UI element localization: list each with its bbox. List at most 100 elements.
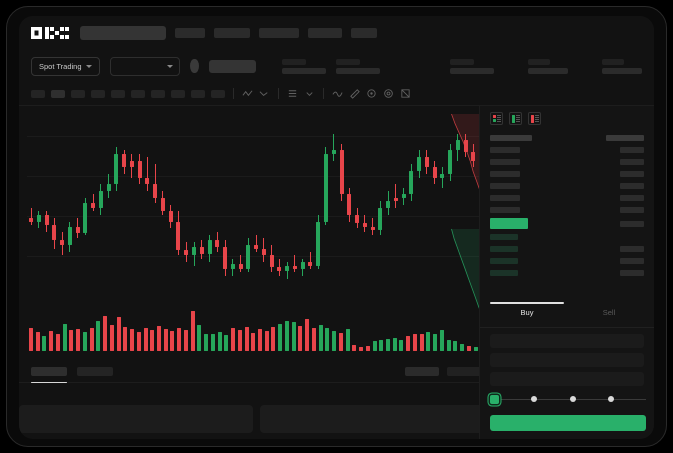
orderbook-ask-row[interactable]: [490, 168, 644, 180]
trading-mode-selector[interactable]: Spot Trading: [31, 56, 100, 76]
okx-logo-icon: [31, 27, 69, 39]
slider-step[interactable]: [607, 396, 614, 402]
nav-item[interactable]: [351, 28, 377, 38]
slider-step[interactable]: [531, 396, 538, 402]
nav-item[interactable]: [175, 28, 205, 38]
amount-slider[interactable]: [490, 393, 646, 405]
volume-bar: [365, 345, 370, 351]
nav-item[interactable]: [308, 28, 342, 38]
volume-bar: [392, 337, 397, 351]
chevron-down-icon[interactable]: [304, 88, 315, 99]
shapes-icon[interactable]: [332, 88, 343, 99]
volume-bar: [89, 328, 94, 351]
orderbook-bid-row[interactable]: [490, 243, 644, 255]
volume-bar: [116, 317, 121, 351]
volume-bar: [271, 326, 276, 351]
footer-panel[interactable]: [259, 405, 493, 433]
tab-buy[interactable]: Buy: [520, 308, 534, 317]
top-navigation-bar: [19, 16, 654, 50]
global-search-input[interactable]: [80, 26, 166, 40]
timeframe-button[interactable]: [151, 89, 165, 98]
chevron-down-icon: [85, 64, 92, 68]
orders-tab-bar: [19, 361, 493, 383]
toolbar-divider: [278, 88, 279, 99]
nav-item[interactable]: [259, 28, 299, 38]
volume-bar: [163, 329, 168, 351]
footer-panel[interactable]: [19, 405, 253, 433]
volume-bar: [433, 333, 438, 351]
timeframe-button[interactable]: [111, 89, 125, 98]
volume-bar: [183, 330, 188, 351]
volume-bar: [352, 344, 357, 351]
volume-bar: [379, 339, 384, 351]
order-field[interactable]: [490, 334, 644, 348]
chart-toolbar: [19, 82, 654, 106]
volume-bar: [217, 331, 222, 351]
volume-bar: [55, 334, 60, 351]
volume-bar: [291, 322, 296, 351]
ruler-icon[interactable]: [349, 88, 360, 99]
timeframe-button[interactable]: [131, 89, 145, 98]
wave-icon[interactable]: [259, 88, 270, 99]
orderbook-spread-row[interactable]: [490, 216, 644, 231]
timeframe-button[interactable]: [91, 89, 105, 98]
trendline-icon[interactable]: [242, 88, 253, 99]
timeframe-button[interactable]: [211, 89, 225, 98]
timeframe-button[interactable]: [171, 89, 185, 98]
active-tab-indicator: [490, 302, 564, 304]
orderbook-view-modes: [480, 106, 654, 130]
tab-order-history[interactable]: [77, 367, 113, 376]
volume-bar: [150, 330, 155, 351]
volume-bar: [62, 324, 67, 351]
order-form-fields: [490, 334, 644, 391]
orderbook-ask-row[interactable]: [490, 192, 644, 204]
toolbar-divider: [233, 88, 234, 99]
orderbook-view-asks-icon[interactable]: [528, 112, 541, 125]
market-stat: [602, 58, 642, 74]
orderbook-ask-row[interactable]: [490, 180, 644, 192]
price-chart-pane[interactable]: [19, 106, 493, 439]
order-field[interactable]: [490, 353, 644, 367]
volume-bar: [338, 332, 343, 351]
orderbook-view-both-icon[interactable]: [490, 112, 503, 125]
timeframe-button[interactable]: [71, 89, 85, 98]
nav-item[interactable]: [214, 28, 250, 38]
orderbook-ask-row[interactable]: [490, 204, 644, 216]
orderbook-rows[interactable]: [480, 130, 654, 279]
action-button[interactable]: [447, 367, 481, 376]
volume-bar: [412, 333, 417, 351]
orderbook-view-bids-icon[interactable]: [509, 112, 522, 125]
volume-bar: [278, 324, 283, 351]
orderbook-header-row: [490, 132, 644, 144]
orderbook-bid-row[interactable]: [490, 267, 644, 279]
market-stat: [528, 58, 568, 74]
orderbook-bid-row[interactable]: [490, 255, 644, 267]
orderbook-bid-row[interactable]: [490, 231, 644, 243]
volume-bar: [318, 324, 323, 351]
volume-bar: [35, 331, 40, 351]
action-button[interactable]: [405, 367, 439, 376]
volume-bar: [399, 339, 404, 351]
fibonacci-icon[interactable]: [287, 88, 298, 99]
tab-open-orders[interactable]: [31, 367, 67, 383]
volume-bar: [305, 318, 310, 351]
current-price-highlight: [490, 218, 528, 229]
trading-pair-selector[interactable]: [109, 56, 181, 76]
orderbook-ask-row[interactable]: [490, 144, 644, 156]
volume-bar: [170, 331, 175, 351]
device-bezel: Spot Trading: [6, 6, 667, 447]
timeframe-button[interactable]: [191, 89, 205, 98]
order-field[interactable]: [490, 372, 644, 386]
fullscreen-icon[interactable]: [400, 88, 411, 99]
app-screen: Spot Trading: [19, 16, 654, 439]
tab-sell[interactable]: Sell: [602, 308, 616, 317]
submit-order-button[interactable]: [490, 415, 646, 431]
eye-icon[interactable]: [383, 88, 394, 99]
orderbook-ask-row[interactable]: [490, 156, 644, 168]
timeframe-button[interactable]: [31, 89, 45, 98]
magnet-icon[interactable]: [366, 88, 377, 99]
slider-step[interactable]: [569, 396, 576, 402]
timeframe-button-active[interactable]: [51, 89, 65, 98]
okx-logo[interactable]: [31, 27, 71, 39]
slider-handle[interactable]: [490, 394, 499, 404]
